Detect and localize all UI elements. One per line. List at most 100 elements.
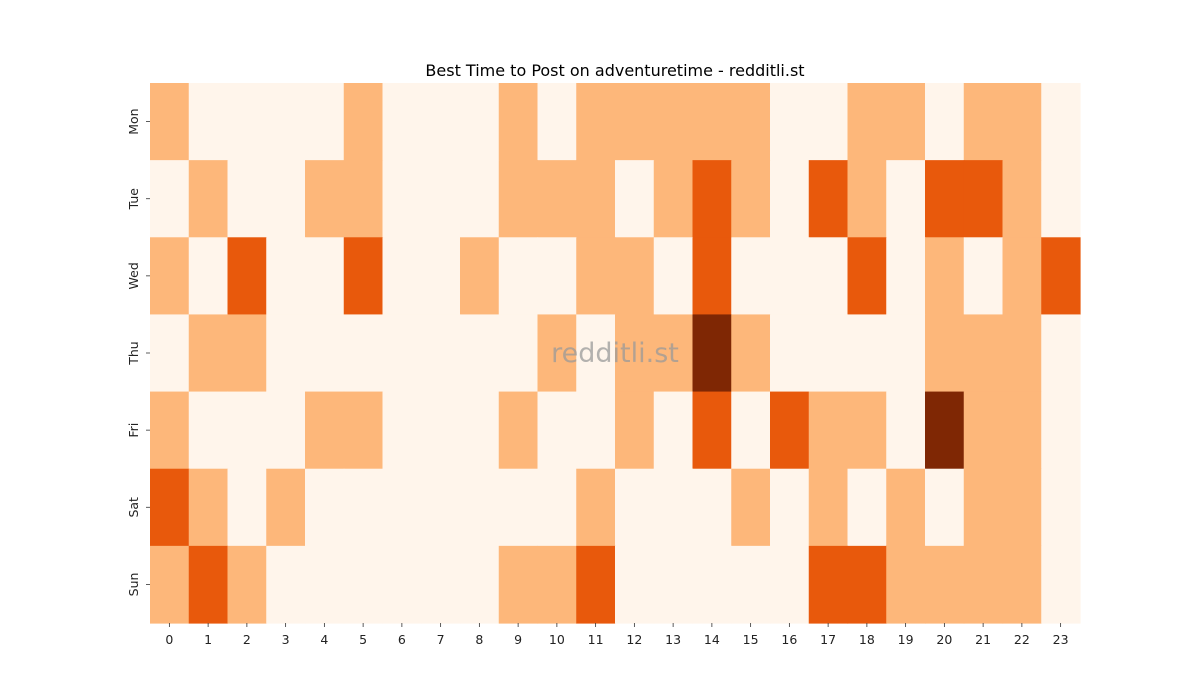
- x-tick-label: 20: [936, 632, 952, 647]
- heatmap-cell-tue-6: [382, 160, 422, 238]
- heatmap-cell-fri-5: [343, 391, 384, 470]
- heatmap-cell-wed-1: [188, 237, 229, 316]
- heatmap-cell-sun-17: [808, 545, 849, 624]
- heatmap-cell-fri-7: [421, 391, 461, 470]
- heatmap-cell-sun-3: [266, 545, 306, 624]
- heatmap-cell-mon-15: [731, 83, 771, 161]
- heatmap-cell-thu-4: [305, 314, 345, 393]
- heatmap-cell-mon-23: [1041, 83, 1081, 161]
- heatmap-cell-sun-1: [188, 545, 229, 624]
- heatmap-cell-fri-3: [266, 391, 306, 470]
- heatmap-cell-fri-6: [382, 391, 422, 470]
- heatmap-cell-wed-4: [305, 237, 345, 316]
- heatmap-cell-fri-19: [886, 391, 926, 470]
- heatmap-cell-fri-11: [576, 391, 616, 470]
- heatmap-cell-fri-8: [460, 391, 500, 470]
- heatmap-cell-sat-5: [343, 468, 384, 547]
- heatmap-cell-fri-13: [653, 391, 694, 470]
- heatmap-cell-mon-14: [692, 83, 732, 161]
- heatmap-cell-tue-17: [808, 160, 849, 238]
- heatmap-cell-sat-0: [150, 468, 190, 547]
- x-tick-label: 9: [514, 632, 522, 647]
- heatmap-cell-sun-4: [305, 545, 345, 624]
- x-tick-label: 1: [204, 632, 212, 647]
- heatmap-cell-wed-17: [808, 237, 849, 316]
- x-tick-label: 23: [1053, 632, 1069, 647]
- heatmap-cell-sat-8: [460, 468, 500, 547]
- x-tick-label: 8: [475, 632, 483, 647]
- heatmap-cell-tue-8: [460, 160, 500, 238]
- x-tick-label: 18: [859, 632, 875, 647]
- heatmap-cell-thu-12: [615, 314, 655, 393]
- heatmap-cell-sun-18: [847, 545, 887, 624]
- x-tick-label: 10: [549, 632, 565, 647]
- heatmap-cell-tue-23: [1041, 160, 1081, 238]
- heatmap-cell-sat-16: [770, 468, 810, 547]
- heatmap-cell-tue-13: [653, 160, 694, 238]
- heatmap-cell-tue-12: [615, 160, 655, 238]
- heatmap-cell-wed-23: [1041, 237, 1081, 316]
- heatmap-cell-wed-2: [227, 237, 267, 316]
- heatmap-cell-thu-15: [731, 314, 771, 393]
- heatmap-cell-fri-16: [770, 391, 810, 470]
- heatmap-cell-fri-23: [1041, 391, 1081, 470]
- heatmap-cell-thu-6: [382, 314, 422, 393]
- heatmap-cell-tue-3: [266, 160, 306, 238]
- heatmap-cell-tue-5: [343, 160, 384, 238]
- heatmap-cell-mon-6: [382, 83, 422, 161]
- heatmap-cell-mon-20: [925, 83, 965, 161]
- heatmap-cell-wed-22: [1002, 237, 1042, 316]
- heatmap-cell-thu-13: [653, 314, 694, 393]
- heatmap-cell-mon-12: [615, 83, 655, 161]
- y-tick-label: Wed: [126, 262, 141, 289]
- heatmap-cells: [150, 83, 1081, 624]
- heatmap-cell-thu-0: [150, 314, 190, 393]
- heatmap-cell-tue-21: [963, 160, 1004, 238]
- heatmap-cell-sat-7: [421, 468, 461, 547]
- x-tick-label: 0: [165, 632, 173, 647]
- y-tick-label: Tue: [126, 188, 141, 211]
- heatmap-cell-sat-3: [266, 468, 306, 547]
- y-tick-label: Mon: [126, 108, 141, 134]
- heatmap-cell-sat-15: [731, 468, 771, 547]
- heatmap-cell-sat-17: [808, 468, 849, 547]
- heatmap-cell-thu-23: [1041, 314, 1081, 393]
- heatmap-cell-sun-0: [150, 545, 190, 624]
- heatmap-cell-thu-17: [808, 314, 849, 393]
- heatmap-cell-mon-7: [421, 83, 461, 161]
- heatmap-cell-mon-18: [847, 83, 887, 161]
- x-tick-label: 14: [704, 632, 720, 647]
- heatmap-cell-wed-15: [731, 237, 771, 316]
- heatmap-cell-tue-9: [498, 160, 539, 238]
- heatmap-cell-wed-13: [653, 237, 694, 316]
- heatmap-cell-tue-20: [925, 160, 965, 238]
- heatmap-cell-tue-10: [537, 160, 577, 238]
- heatmap-cell-sun-11: [576, 545, 616, 624]
- heatmap-cell-thu-21: [963, 314, 1004, 393]
- heatmap-cell-sat-2: [227, 468, 267, 547]
- heatmap-cell-mon-1: [188, 83, 229, 161]
- heatmap-cell-wed-11: [576, 237, 616, 316]
- heatmap-cell-sat-14: [692, 468, 732, 547]
- x-tick-label: 16: [781, 632, 797, 647]
- heatmap-cell-fri-20: [925, 391, 965, 470]
- x-tick-label: 21: [975, 632, 991, 647]
- heatmap-cell-tue-11: [576, 160, 616, 238]
- heatmap-cell-thu-5: [343, 314, 384, 393]
- heatmap-cell-thu-1: [188, 314, 229, 393]
- heatmap-cell-sat-22: [1002, 468, 1042, 547]
- heatmap-cell-wed-10: [537, 237, 577, 316]
- heatmap-cell-sun-21: [963, 545, 1004, 624]
- y-axis: Mon Tue Wed Thu Fri Sat Sun: [126, 108, 150, 596]
- heatmap-cell-mon-2: [227, 83, 267, 161]
- heatmap-cell-fri-1: [188, 391, 229, 470]
- x-tick-label: 2: [243, 632, 251, 647]
- heatmap-cell-fri-21: [963, 391, 1004, 470]
- heatmap-cell-sat-10: [537, 468, 577, 547]
- heatmap-cell-sun-22: [1002, 545, 1042, 624]
- heatmap-cell-tue-18: [847, 160, 887, 238]
- x-tick-label: 3: [282, 632, 290, 647]
- heatmap-cell-wed-6: [382, 237, 422, 316]
- heatmap-cell-mon-11: [576, 83, 616, 161]
